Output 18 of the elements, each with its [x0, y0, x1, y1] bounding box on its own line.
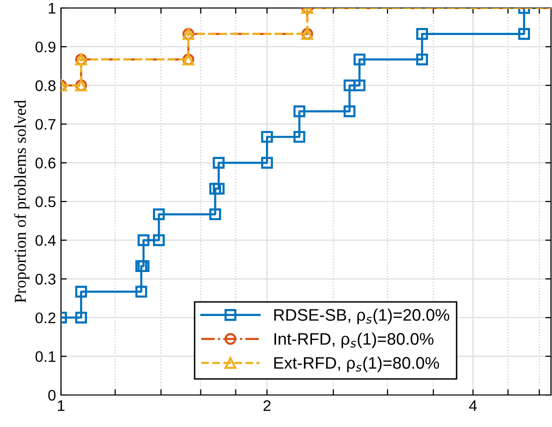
x-tick-label: 2 [264, 400, 270, 411]
y-tick-label: 0.9 [36, 42, 56, 52]
y-tick-label: 0.2 [36, 312, 56, 324]
y-tick-label: 1 [48, 3, 56, 14]
y-tick-label: 0.7 [36, 118, 56, 130]
legend-label: Ext-RFD, ρ$_{s}$(1)=80.0% [274, 356, 440, 372]
legend-label: Int-RFD, ρ$_{s}$(1)=80.0% [274, 332, 434, 348]
y-tick-label: 0.6 [36, 158, 56, 168]
y-tick-label: 0 [48, 390, 56, 401]
legend-label: RDSE-SB, ρ$_{s}$(1)=20.0% [274, 308, 450, 324]
y-tick-label: 0.1 [36, 351, 56, 362]
x-tick-label: 1 [58, 400, 65, 411]
y-tick-label: 0.3 [36, 274, 56, 285]
y-tick-label: 0.5 [36, 196, 56, 208]
x-tick-label: 4 [469, 400, 477, 411]
y-tick-label: 0.4 [36, 235, 56, 246]
y-tick-label: 0.8 [36, 80, 56, 92]
y-axis-title: Proportion of problems solved [14, 100, 30, 303]
